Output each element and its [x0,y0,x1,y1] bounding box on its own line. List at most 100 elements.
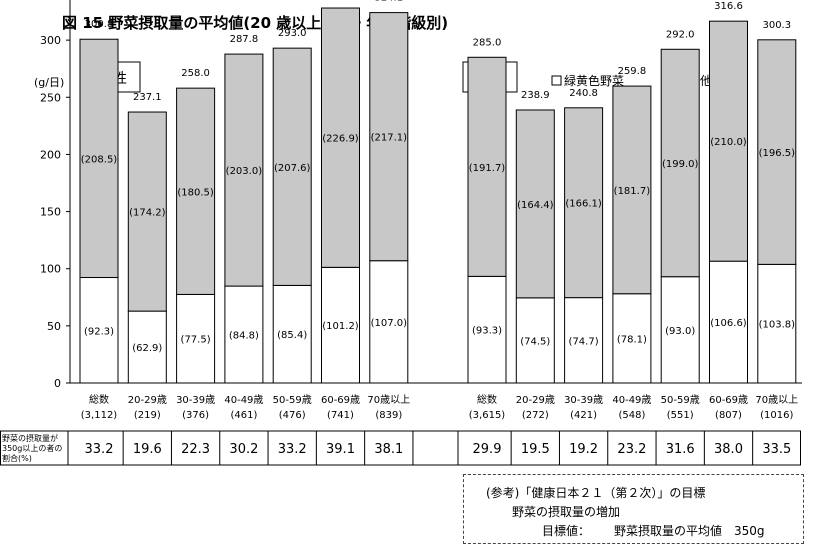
bar-green-yellow [176,293,216,384]
bar-other [757,39,797,265]
bar-other [176,87,216,295]
x-category-count: (807) [715,410,742,421]
y-tick-label: 300 [40,34,61,47]
x-category-label: 50-59歳 [273,394,312,406]
x-category-count: (1016) [760,410,793,421]
bar-other [321,7,360,268]
bar-green-yellow [757,263,797,384]
bar-other [224,53,264,287]
ratio-cell: 19.5 [521,442,550,457]
data-label-green-yellow: (93.0) [665,326,695,337]
data-label-total: 300.3 [762,20,791,31]
bar-other [564,107,604,299]
x-category-label: 総数 [477,393,497,406]
bar-other [660,48,700,278]
x-category-count: (551) [667,410,694,421]
ratio-cell: 39.1 [326,442,355,457]
x-category-count: (272) [522,410,549,421]
x-category-label: 総数 [89,393,109,406]
bar-green-yellow [660,276,700,384]
ratio-cell: 31.6 [666,442,695,457]
data-label-green-yellow: (78.1) [617,334,647,345]
bar-other [79,38,119,279]
data-label-other: (166.1) [565,199,602,210]
x-category-count: (839) [375,410,402,421]
data-label-total: 285.0 [473,37,502,48]
bar-green-yellow [467,275,507,384]
bar-other [612,85,652,295]
data-label-green-yellow: (74.7) [569,336,599,347]
bar-green-yellow [709,260,748,384]
data-label-total: 238.9 [521,90,550,101]
x-category-label: 60-69歳 [709,394,748,406]
ratio-cell: 19.2 [569,442,598,457]
y-tick-label: 0 [54,377,61,390]
data-label-total: 324.1 [374,0,403,4]
bar-green-yellow [127,310,167,384]
x-category-label: 50-59歳 [661,394,700,406]
ratio-cell: 33.5 [762,442,791,457]
x-category-count: (461) [230,410,257,421]
data-label-green-yellow: (107.0) [371,318,408,329]
data-label-other: (226.9) [322,134,359,145]
data-label-total: 292.0 [666,29,695,40]
data-label-other: (208.5) [81,154,118,165]
x-category-count: (376) [182,410,209,421]
bar-green-yellow [515,297,555,384]
x-category-count: (741) [327,410,354,421]
data-label-other: (217.1) [371,133,408,144]
data-label-total: 316.6 [714,1,743,12]
ratio-table-border [0,430,801,466]
y-tick-label: 250 [40,91,61,104]
bar-other [515,109,555,299]
y-tick-label: 200 [40,148,61,161]
x-category-label: 30-39歳 [564,394,603,406]
data-label-other: (207.6) [274,163,311,174]
y-tick-label: 150 [40,206,61,219]
data-label-other: (174.2) [129,208,166,219]
data-label-green-yellow: (101.2) [322,321,359,332]
data-label-green-yellow: (93.3) [472,326,502,337]
bar-other [272,47,312,286]
x-category-label: 20-29歳 [128,394,167,406]
ratio-row-label: 350g以上の者の [2,444,62,453]
bar-other [709,20,748,262]
ratio-cell: 30.2 [229,442,258,457]
bar-other [127,111,167,312]
data-label-green-yellow: (106.6) [710,318,747,329]
bar-green-yellow [612,293,652,384]
data-label-green-yellow: (74.5) [520,336,550,347]
x-category-label: 60-69歳 [321,394,360,406]
ratio-cell: 38.1 [374,442,403,457]
data-label-other: (191.7) [469,163,506,174]
data-label-green-yellow: (92.3) [84,326,114,337]
x-category-label: 20-29歳 [516,394,555,406]
ratio-cell: 19.6 [133,442,162,457]
data-label-total: 259.8 [618,66,647,77]
data-label-total: 287.8 [230,34,259,45]
ratio-cell: 22.3 [181,442,210,457]
data-label-other: (164.4) [517,200,554,211]
x-category-count: (3,112) [81,410,118,421]
x-category-label: 40-49歳 [612,394,651,406]
ratio-row-label: 割合(%) [2,453,32,463]
data-label-green-yellow: (103.8) [759,320,796,331]
ratio-cell: 33.2 [85,442,114,457]
stacked-bar-chart: (g/日)050100150200250300350男性女性緑黄色野菜その他の野… [0,0,802,466]
reference-line1: (参考)「健康日本２１（第２次）」の目標 [486,486,706,500]
ratio-cell: 38.0 [714,442,743,457]
y-tick-label: 100 [40,263,61,276]
x-category-label: 30-39歳 [176,394,215,406]
x-category-label: 70歳以上 [367,394,410,406]
legend-swatch-green-yellow [551,75,562,86]
x-category-count: (421) [570,410,597,421]
data-label-green-yellow: (77.5) [181,335,211,346]
data-label-other: (203.0) [226,166,263,177]
data-label-green-yellow: (85.4) [277,330,307,341]
data-label-total: 293.0 [278,28,307,39]
reference-line3-label: 目標値： [542,524,591,538]
bar-other [467,56,507,277]
x-category-label: 70歳以上 [755,394,798,406]
ratio-row-label: 野菜の摂取量が [2,433,58,443]
data-label-total: 240.8 [569,88,598,99]
